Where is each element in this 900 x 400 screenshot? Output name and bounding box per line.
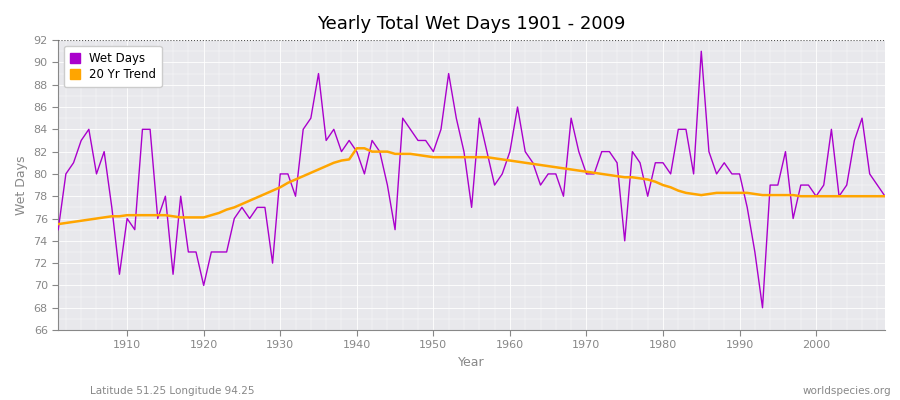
20 Yr Trend	[879, 194, 890, 199]
20 Yr Trend	[505, 158, 516, 163]
Line: 20 Yr Trend: 20 Yr Trend	[58, 148, 885, 224]
Wet Days	[505, 149, 516, 154]
20 Yr Trend	[604, 173, 615, 178]
Wet Days	[328, 127, 339, 132]
Wet Days	[696, 49, 706, 54]
Title: Yearly Total Wet Days 1901 - 2009: Yearly Total Wet Days 1901 - 2009	[318, 15, 626, 33]
Wet Days	[283, 172, 293, 176]
20 Yr Trend	[328, 160, 339, 165]
Text: Latitude 51.25 Longitude 94.25: Latitude 51.25 Longitude 94.25	[90, 386, 255, 396]
Text: worldspecies.org: worldspecies.org	[803, 386, 891, 396]
20 Yr Trend	[351, 146, 362, 151]
Wet Days	[114, 272, 125, 277]
Line: Wet Days: Wet Days	[58, 51, 885, 308]
Y-axis label: Wet Days: Wet Days	[15, 155, 28, 215]
20 Yr Trend	[283, 180, 293, 185]
Legend: Wet Days, 20 Yr Trend: Wet Days, 20 Yr Trend	[64, 46, 162, 87]
Wet Days	[757, 305, 768, 310]
Wet Days	[597, 149, 608, 154]
Wet Days	[497, 172, 508, 176]
20 Yr Trend	[53, 222, 64, 226]
X-axis label: Year: Year	[458, 356, 485, 369]
20 Yr Trend	[114, 214, 125, 219]
Wet Days	[879, 194, 890, 199]
Wet Days	[53, 227, 64, 232]
20 Yr Trend	[512, 159, 523, 164]
